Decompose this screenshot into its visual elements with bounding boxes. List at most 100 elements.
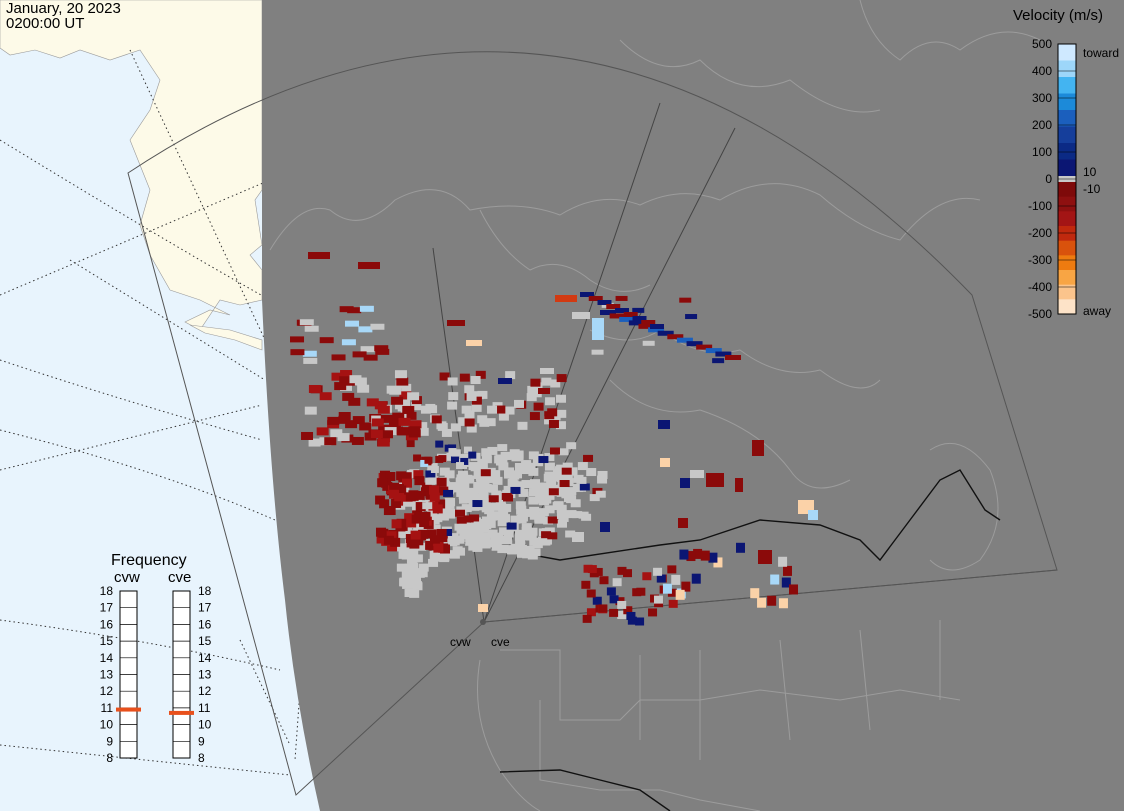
velocity-cell: [435, 499, 446, 509]
velocity-cell: [308, 438, 321, 447]
velocity-cell: [385, 472, 396, 482]
frequency-scale-label: 16: [100, 617, 114, 631]
velocity-cell: [495, 405, 506, 414]
velocity-cell: [532, 458, 543, 467]
velocity-cell: [477, 390, 488, 399]
velocity-cell: [577, 462, 588, 471]
velocity-cell: [528, 467, 539, 476]
velocity-cell: [374, 401, 387, 410]
velocity-cell: [572, 484, 583, 493]
velocity-cell: [588, 296, 603, 301]
velocity-cell: [626, 611, 636, 620]
velocity-cell: [627, 616, 637, 625]
velocity-cell: [466, 340, 482, 346]
velocity-cell: [599, 576, 609, 585]
velocity-cell: [375, 348, 390, 355]
velocity-cell: [561, 467, 572, 475]
velocity-cell: [757, 597, 767, 608]
velocity-cell: [514, 462, 525, 471]
colorbar-segment: [1058, 284, 1076, 300]
velocity-cell: [302, 350, 317, 357]
velocity-cell: [415, 502, 426, 512]
velocity-cell: [492, 476, 503, 485]
colorbar-segment: [1058, 196, 1076, 212]
velocity-cell: [468, 542, 479, 551]
velocity-cell: [471, 396, 482, 405]
velocity-cell: [464, 475, 475, 484]
velocity-cell: [572, 511, 583, 519]
velocity-cell: [725, 355, 741, 360]
velocity-cell: [479, 524, 490, 533]
velocity-cell: [424, 456, 433, 464]
velocity-cell: [592, 318, 604, 340]
velocity-cell: [767, 595, 777, 606]
velocity-cell: [439, 467, 450, 476]
velocity-cell: [448, 533, 459, 542]
velocity-cell: [598, 604, 608, 613]
colorbar-segment: [1058, 44, 1076, 61]
velocity-cell: [472, 500, 483, 508]
velocity-cell: [470, 529, 481, 538]
velocity-cell: [468, 451, 477, 459]
frequency-scale-label: 11: [101, 701, 114, 715]
velocity-cell: [600, 310, 616, 315]
velocity-cell: [410, 530, 421, 540]
velocity-cell: [456, 516, 467, 524]
colorbar-segment: [1058, 110, 1076, 127]
velocity-cell: [496, 503, 507, 511]
velocity-cell: [514, 399, 525, 408]
velocity-cell: [437, 533, 448, 543]
velocity-cell: [466, 424, 477, 433]
colorbar-segment: [1058, 182, 1076, 198]
velocity-cell: [632, 316, 647, 321]
velocity-cell: [517, 513, 528, 522]
velocity-cell: [444, 500, 455, 509]
velocity-cell: [597, 300, 612, 305]
velocity-cell: [548, 488, 559, 496]
velocity-cell: [509, 471, 520, 480]
frequency-scale-label: 8: [106, 751, 113, 765]
velocity-cell: [555, 394, 566, 403]
velocity-cell: [548, 419, 559, 428]
velocity-cell: [404, 588, 415, 597]
velocity-cell: [487, 529, 498, 538]
velocity-cell: [632, 307, 645, 313]
velocity-cell: [581, 580, 591, 589]
velocity-cell: [348, 397, 361, 406]
colorbar-tick-label: -100: [1028, 199, 1052, 213]
velocity-cell: [691, 573, 701, 584]
velocity-cell: [394, 370, 407, 379]
velocity-cell: [428, 501, 439, 511]
colorbar-segment: [1058, 159, 1076, 177]
velocity-cell: [413, 454, 422, 462]
velocity-cell: [456, 474, 467, 483]
velocity-cell: [712, 358, 725, 364]
velocity-cell: [583, 454, 594, 462]
velocity-cell: [414, 476, 425, 486]
velocity-cell: [471, 403, 482, 412]
velocity-cell: [758, 550, 772, 564]
velocity-cell: [461, 405, 472, 414]
national-borders: [449, 469, 1001, 811]
velocity-cell: [409, 539, 420, 549]
map-date: January, 20 2023: [6, 0, 121, 17]
velocity-cell: [447, 538, 458, 547]
velocity-cell: [579, 483, 590, 491]
velocity-cell: [425, 540, 436, 550]
velocity-cell: [401, 472, 412, 482]
velocity-cell: [417, 568, 428, 577]
velocity-cell: [593, 567, 603, 576]
colorbar-tick-label: 400: [1032, 64, 1052, 78]
geo-grid: [0, 49, 301, 776]
frequency-scale-label: 17: [198, 601, 212, 615]
velocity-cell: [562, 462, 573, 471]
velocity-cell: [480, 469, 491, 477]
velocity-cell: [404, 513, 415, 523]
velocity-cell: [715, 351, 732, 357]
velocity-cell: [465, 538, 476, 546]
velocity-cell: [461, 504, 472, 513]
velocity-cell: [391, 498, 402, 508]
frequency-scale-label: 9: [198, 734, 205, 748]
fov-outline: [127, 51, 1058, 796]
frequency-scale-label: 11: [198, 701, 211, 715]
